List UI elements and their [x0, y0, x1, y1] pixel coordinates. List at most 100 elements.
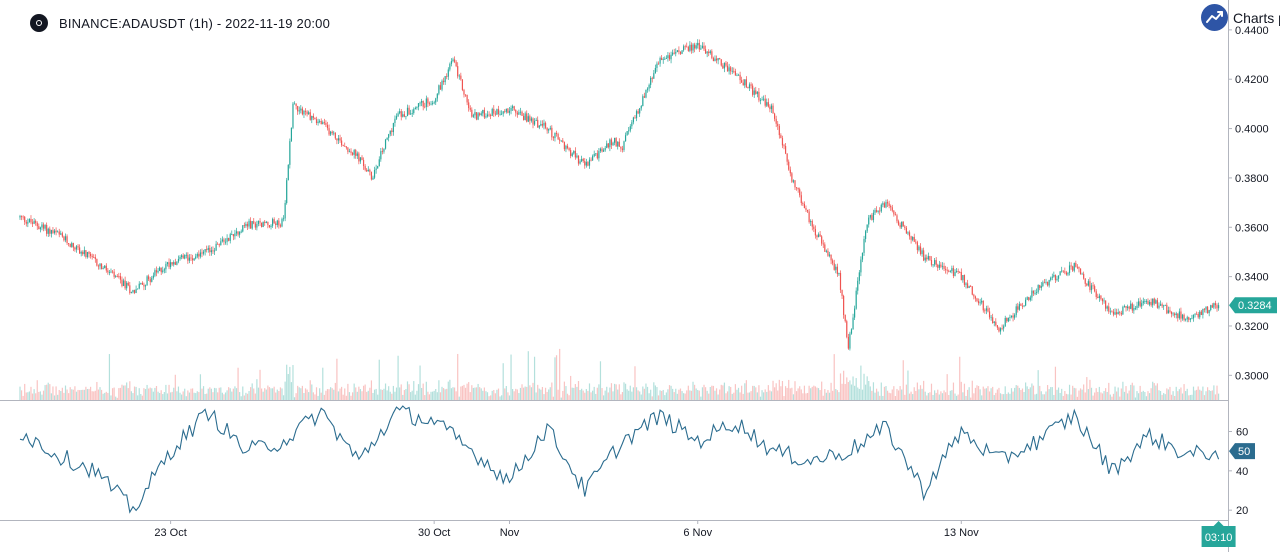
candle	[237, 231, 239, 235]
candle	[565, 145, 567, 150]
volume-bar	[668, 385, 671, 400]
brand[interactable]: Charts p	[1201, 4, 1280, 31]
candle	[551, 127, 553, 138]
candle	[1014, 314, 1016, 318]
candle	[1117, 312, 1119, 315]
candle	[778, 126, 780, 136]
candle	[737, 74, 740, 76]
candle	[896, 215, 898, 222]
candle	[631, 122, 633, 127]
candle	[905, 227, 907, 234]
volume-bar	[709, 387, 711, 400]
volume-bar	[370, 380, 373, 400]
candle	[1119, 312, 1121, 313]
candle	[570, 150, 572, 156]
candle	[433, 102, 435, 104]
volume-bar	[957, 394, 959, 400]
volume-bar	[781, 380, 784, 400]
candle	[389, 130, 391, 135]
volume-bar	[819, 390, 821, 400]
volume-bar	[341, 386, 343, 400]
candle	[813, 226, 815, 230]
volume-bar	[755, 387, 757, 400]
volume-bar	[195, 393, 197, 400]
candle	[28, 218, 31, 223]
volume-bar	[261, 388, 263, 400]
volume-bar	[91, 391, 93, 400]
volume-bar	[704, 387, 707, 400]
volume-bar	[85, 386, 87, 400]
volume-bar	[929, 392, 931, 400]
volume-bar	[377, 394, 379, 400]
volume-bar	[833, 354, 835, 400]
candle	[1004, 317, 1006, 327]
candle	[610, 139, 613, 146]
candle	[764, 98, 766, 106]
volume-bar	[42, 390, 45, 400]
candle	[711, 51, 713, 59]
candle	[124, 280, 126, 289]
volume-bar	[273, 386, 275, 400]
volume-bar	[140, 393, 142, 400]
candle	[686, 46, 688, 48]
chart-header: BINANCE:ADAUSDT (1h) - 2022-11-19 20:00	[30, 10, 330, 36]
volume-bar	[289, 366, 291, 400]
candle	[612, 142, 614, 146]
volume-bar	[326, 389, 329, 400]
candle	[763, 98, 765, 100]
volume-bar	[537, 384, 539, 400]
volume-bar	[392, 385, 394, 400]
volume-bar	[77, 389, 79, 400]
candle	[977, 301, 980, 304]
time-axis[interactable]: 23 Oct 30 Oct Nov 6 Nov 13 Nov	[154, 520, 979, 539]
candle	[800, 195, 802, 204]
candle	[970, 286, 972, 288]
candle	[857, 280, 859, 291]
volume-bar	[334, 382, 336, 400]
volume-bar	[784, 386, 787, 400]
symbol-icon[interactable]	[30, 14, 48, 32]
volume-bar	[265, 389, 267, 400]
candle	[308, 112, 310, 115]
volume-bar	[1117, 387, 1119, 400]
candle	[1144, 301, 1146, 302]
candle	[505, 108, 507, 112]
volume-bar	[541, 386, 544, 400]
candle	[1079, 268, 1082, 275]
candle	[828, 254, 831, 256]
candle	[926, 257, 928, 260]
candle	[1122, 306, 1124, 315]
candle	[579, 161, 581, 164]
candle	[137, 288, 139, 290]
volume-bar	[1109, 394, 1111, 400]
price-axis[interactable]: 0.4400 0.4200 0.4000 0.3800 0.3600 0.340…	[1228, 25, 1269, 382]
volume-bar	[1067, 394, 1069, 400]
candle	[408, 107, 410, 115]
volume-bar	[670, 385, 672, 400]
candle	[130, 292, 132, 294]
price-tick: 0.4400	[1235, 25, 1269, 37]
candle	[411, 113, 413, 114]
volume-bar	[177, 386, 180, 400]
candle	[165, 264, 167, 270]
volume-bar	[488, 396, 490, 400]
candle	[781, 138, 784, 146]
volume-bar	[188, 392, 191, 400]
volume-bar	[94, 390, 96, 400]
candle	[220, 241, 222, 246]
volume-bar	[999, 393, 1002, 400]
candle	[314, 117, 316, 120]
candle	[1116, 312, 1118, 315]
volume-bar	[245, 392, 247, 400]
volume-bar	[1029, 387, 1031, 400]
candle	[202, 251, 205, 254]
time-tick: Nov	[500, 527, 520, 539]
candle	[1097, 297, 1099, 298]
candle	[66, 236, 68, 244]
candle	[1029, 297, 1031, 300]
candle	[239, 231, 241, 235]
oscillator-axis[interactable]: 60 40 20	[1228, 427, 1248, 518]
candle	[1045, 281, 1047, 283]
candle	[758, 91, 760, 101]
